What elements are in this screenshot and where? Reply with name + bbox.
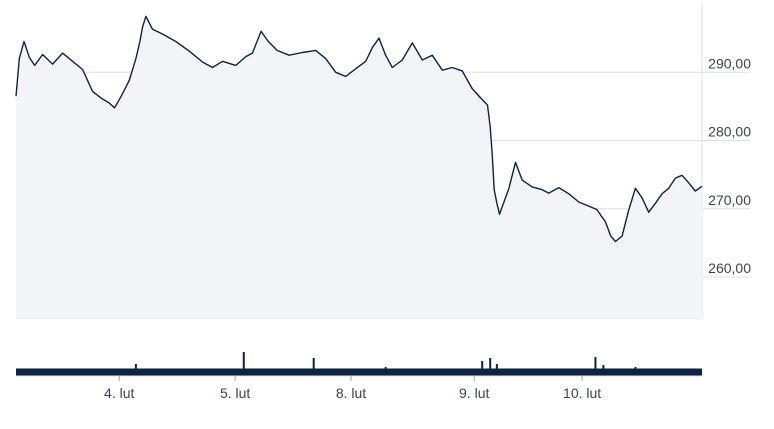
volume-bar — [602, 365, 605, 374]
y-tick-label: 260,00 — [708, 260, 751, 276]
x-tick-label: 8. lut — [336, 385, 366, 401]
volume-bar — [489, 358, 492, 374]
volume-bar — [312, 358, 315, 374]
y-tick-label: 290,00 — [708, 55, 751, 71]
volume-bar — [134, 364, 137, 374]
volume-band — [16, 368, 702, 376]
price-line — [15, 15, 703, 243]
volume-bar — [242, 352, 245, 374]
volume-bar — [495, 364, 498, 374]
volume-bar — [594, 357, 597, 374]
y-tick-label: 280,00 — [708, 124, 751, 140]
x-tick-label: 4. lut — [104, 385, 134, 401]
x-tick-label: 10. lut — [563, 385, 601, 401]
volume-bar — [634, 367, 637, 374]
x-tick-label: 5. lut — [220, 385, 250, 401]
volume-bar — [481, 361, 484, 374]
x-tick-label: 9. lut — [459, 385, 489, 401]
price-area-fill — [16, 16, 702, 319]
y-tick-label: 270,00 — [708, 192, 751, 208]
volume-bar — [384, 367, 387, 374]
